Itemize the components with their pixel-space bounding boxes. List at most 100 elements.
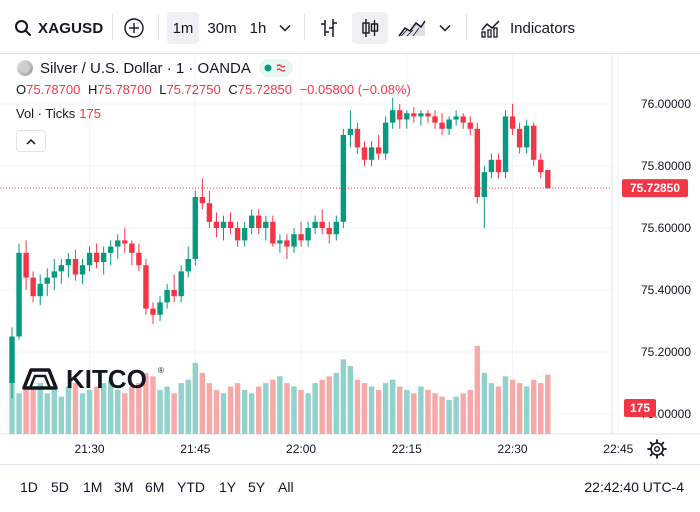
candle-body: [16, 252, 22, 337]
candlestick-series: [9, 97, 551, 399]
volume-bar: [460, 393, 466, 434]
change-value: −0.05800 (−0.08%): [299, 82, 411, 97]
range-1y[interactable]: 1Y: [219, 479, 237, 495]
time-tick-label: 22:15: [392, 442, 422, 456]
candle-body: [199, 197, 206, 204]
symbol-search-button[interactable]: XAGUSD: [10, 12, 110, 44]
bars-style-button[interactable]: [312, 12, 346, 44]
volume-bar: [347, 366, 354, 434]
candle-body: [93, 252, 100, 263]
last-price-marker: 75.72850: [622, 179, 688, 198]
range-5d[interactable]: 5D: [51, 479, 69, 495]
volume-bar: [157, 389, 163, 434]
volume-bar: [65, 386, 72, 434]
candle-body: [263, 221, 269, 228]
volume-bar: [16, 393, 22, 434]
candle-body: [347, 128, 354, 135]
volume-bar: [467, 389, 473, 434]
volume-bar: [368, 386, 375, 434]
candle-body: [495, 159, 502, 173]
chevron-up-icon: [26, 138, 36, 145]
last-volume-box: [624, 399, 656, 417]
candle-body: [277, 240, 283, 244]
search-icon: [15, 20, 31, 36]
volume-bar: [270, 379, 276, 434]
interval-1m[interactable]: 1m: [167, 12, 199, 44]
area-style-button[interactable]: [394, 12, 430, 44]
volume-bar: [474, 345, 480, 434]
time-axis[interactable]: 21:30 21:45 22:00 22:15 22:30 22:45: [75, 442, 634, 456]
silver-coin-icon: [17, 60, 33, 76]
candles-style-button[interactable]: [352, 12, 388, 44]
last-volume-marker: 175: [624, 399, 656, 417]
price-chart[interactable]: 76.00000 75.80000 75.60000 75.40000 75.20000…: [0, 54, 700, 464]
kitco-wordmark: KITCO: [66, 364, 147, 394]
volume-bar: [495, 386, 502, 434]
market-status-badge[interactable]: [258, 59, 293, 77]
chart-style-dropdown-button[interactable]: [434, 12, 456, 44]
volume-bar: [439, 396, 445, 434]
volume-bar: [51, 389, 57, 434]
symbol-label: XAGUSD: [38, 19, 104, 37]
volume-bar: [404, 389, 410, 434]
volume-bar: [93, 386, 100, 434]
interval-1h[interactable]: 1h: [244, 12, 272, 44]
range-1d[interactable]: 1D: [20, 479, 38, 495]
range-6m[interactable]: 6M: [145, 479, 165, 495]
price-axis[interactable]: 76.00000 75.80000 75.60000 75.40000 75.20000…: [641, 97, 691, 421]
compare-symbol-button[interactable]: [118, 12, 150, 44]
volume-bar: [354, 379, 361, 434]
volume-bar: [23, 389, 29, 434]
interval-30m[interactable]: 30m: [203, 12, 241, 44]
candle-body: [150, 308, 156, 315]
candle-body: [79, 265, 86, 275]
volume-bar: [284, 383, 290, 434]
candle-body: [531, 125, 537, 160]
close-value: 75.72850: [237, 82, 292, 97]
time-tick-label: 21:30: [75, 442, 105, 456]
interval-dropdown-button[interactable]: [274, 12, 296, 44]
candle-body: [185, 259, 191, 272]
candle-body: [72, 259, 79, 275]
range-3m[interactable]: 3M: [114, 479, 134, 495]
volume-bar: [79, 393, 86, 434]
range-ytd[interactable]: YTD: [177, 479, 205, 495]
interval-label: 30m: [207, 19, 237, 37]
candle-body: [361, 147, 368, 160]
candle-body: [488, 159, 495, 173]
candle-body: [467, 122, 473, 129]
candle-body: [100, 252, 107, 263]
volume-bar: [446, 400, 452, 434]
candle-body: [249, 215, 255, 228]
volume-bar: [326, 376, 332, 434]
candle-body: [58, 265, 65, 272]
candle-body: [220, 221, 227, 228]
candle-body: [523, 125, 530, 148]
volume-label[interactable]: Vol · Ticks: [16, 106, 76, 121]
range-1m[interactable]: 1M: [83, 479, 103, 495]
candle-body: [206, 203, 213, 222]
indicators-button[interactable]: Indicators: [474, 12, 586, 44]
collapse-legend-button[interactable]: [16, 130, 46, 152]
candle-body: [86, 252, 93, 266]
chart-settings-button[interactable]: [647, 439, 667, 459]
candle-body: [439, 122, 445, 129]
volume-bar: [249, 393, 255, 434]
volume-bar: [178, 383, 184, 434]
instrument-title[interactable]: Silver / U.S. Dollar · 1 · OANDA: [40, 59, 251, 77]
candle-body: [354, 128, 361, 148]
candle-body: [390, 110, 396, 123]
candle-body: [460, 116, 466, 123]
candle-body: [234, 228, 241, 241]
volume-bar: [199, 372, 206, 434]
volume-bar: [220, 393, 227, 434]
candle-body: [164, 290, 170, 303]
timezone-clock[interactable]: 22:42:40 UTC-4: [584, 479, 684, 495]
price-tick-label: 75.80000: [641, 159, 691, 173]
range-5y[interactable]: 5Y: [248, 479, 266, 495]
candle-body: [545, 170, 551, 189]
candle-body: [23, 252, 29, 278]
add-circle-icon: [124, 18, 144, 38]
range-all[interactable]: All: [278, 479, 294, 495]
price-tick-label: 75.20000: [641, 345, 691, 359]
